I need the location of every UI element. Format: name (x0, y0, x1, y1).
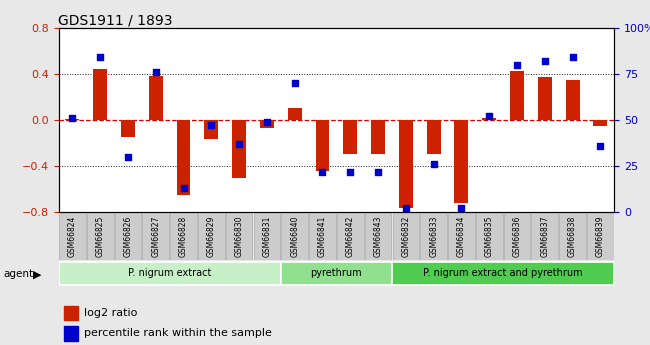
FancyBboxPatch shape (198, 213, 225, 259)
FancyBboxPatch shape (114, 213, 141, 259)
FancyBboxPatch shape (281, 262, 392, 285)
FancyBboxPatch shape (504, 213, 530, 259)
Text: GSM66842: GSM66842 (346, 216, 355, 257)
Text: GSM66829: GSM66829 (207, 216, 216, 257)
Point (206, 123, 216, 128)
Point (540, 58, 550, 63)
Text: GSM66833: GSM66833 (429, 216, 438, 257)
Bar (121, 120, 135, 137)
FancyBboxPatch shape (421, 213, 447, 259)
Bar (64, 326, 78, 341)
Bar (399, 120, 413, 208)
Point (262, 119, 272, 125)
FancyBboxPatch shape (448, 213, 474, 259)
FancyBboxPatch shape (226, 213, 252, 259)
Bar (343, 120, 358, 155)
Bar (538, 77, 552, 120)
Bar (593, 120, 607, 126)
Text: GSM66825: GSM66825 (96, 216, 105, 257)
Point (400, 206, 411, 211)
Bar (66, 119, 79, 120)
Text: percentile rank within the sample: percentile rank within the sample (83, 328, 272, 338)
Text: GSM66835: GSM66835 (485, 216, 494, 257)
Point (428, 161, 439, 167)
FancyBboxPatch shape (393, 213, 419, 259)
Point (567, 55, 578, 60)
FancyBboxPatch shape (309, 213, 336, 259)
Text: GSM66838: GSM66838 (568, 216, 577, 257)
Text: GSM66824: GSM66824 (68, 216, 77, 257)
Point (456, 206, 467, 211)
Bar (93, 69, 107, 120)
Bar (315, 120, 330, 171)
Point (317, 169, 328, 174)
Point (595, 143, 606, 148)
Point (373, 169, 384, 174)
Point (123, 154, 133, 159)
FancyBboxPatch shape (476, 213, 502, 259)
Text: agent: agent (3, 269, 33, 279)
FancyBboxPatch shape (281, 213, 308, 259)
FancyBboxPatch shape (59, 213, 86, 259)
Bar (232, 120, 246, 178)
FancyBboxPatch shape (87, 213, 114, 259)
Point (151, 69, 161, 75)
Point (234, 141, 244, 147)
Text: GDS1911 / 1893: GDS1911 / 1893 (58, 14, 173, 28)
Bar (177, 120, 190, 195)
Bar (260, 120, 274, 128)
Text: P. nigrum extract and pyrethrum: P. nigrum extract and pyrethrum (423, 268, 583, 278)
FancyBboxPatch shape (170, 213, 197, 259)
Text: GSM66839: GSM66839 (596, 216, 605, 257)
Text: GSM66826: GSM66826 (124, 216, 133, 257)
Text: GSM66827: GSM66827 (151, 216, 161, 257)
FancyBboxPatch shape (337, 213, 363, 259)
Bar (510, 71, 524, 120)
Bar (64, 306, 78, 320)
Text: GSM66843: GSM66843 (374, 216, 383, 257)
Bar (482, 118, 496, 120)
Point (345, 169, 356, 174)
Point (289, 80, 300, 86)
Bar (288, 108, 302, 120)
Bar (454, 120, 469, 203)
Text: GSM66832: GSM66832 (401, 216, 410, 257)
FancyBboxPatch shape (254, 213, 280, 259)
Text: ▶: ▶ (33, 269, 42, 279)
FancyBboxPatch shape (559, 213, 586, 259)
FancyBboxPatch shape (365, 213, 391, 259)
Bar (371, 120, 385, 155)
Text: GSM66837: GSM66837 (540, 216, 549, 257)
Text: log2 ratio: log2 ratio (83, 308, 137, 318)
Text: GSM66831: GSM66831 (263, 216, 272, 257)
Text: GSM66836: GSM66836 (512, 216, 521, 257)
Text: pyrethrum: pyrethrum (311, 268, 362, 278)
FancyBboxPatch shape (142, 213, 169, 259)
Text: GSM66830: GSM66830 (235, 216, 244, 257)
Point (95, 55, 105, 60)
Text: P. nigrum extract: P. nigrum extract (128, 268, 211, 278)
Text: GSM66840: GSM66840 (290, 216, 299, 257)
Bar (426, 120, 441, 155)
Point (178, 185, 188, 191)
FancyBboxPatch shape (392, 262, 614, 285)
Point (484, 114, 495, 119)
Bar (149, 76, 162, 120)
FancyBboxPatch shape (58, 262, 281, 285)
Text: GSM66834: GSM66834 (457, 216, 466, 257)
Text: GSM66841: GSM66841 (318, 216, 327, 257)
FancyBboxPatch shape (587, 213, 614, 259)
Text: GSM66828: GSM66828 (179, 216, 188, 257)
Bar (204, 120, 218, 139)
Point (512, 62, 522, 67)
FancyBboxPatch shape (532, 213, 558, 259)
Point (67, 115, 77, 121)
Bar (566, 79, 580, 120)
